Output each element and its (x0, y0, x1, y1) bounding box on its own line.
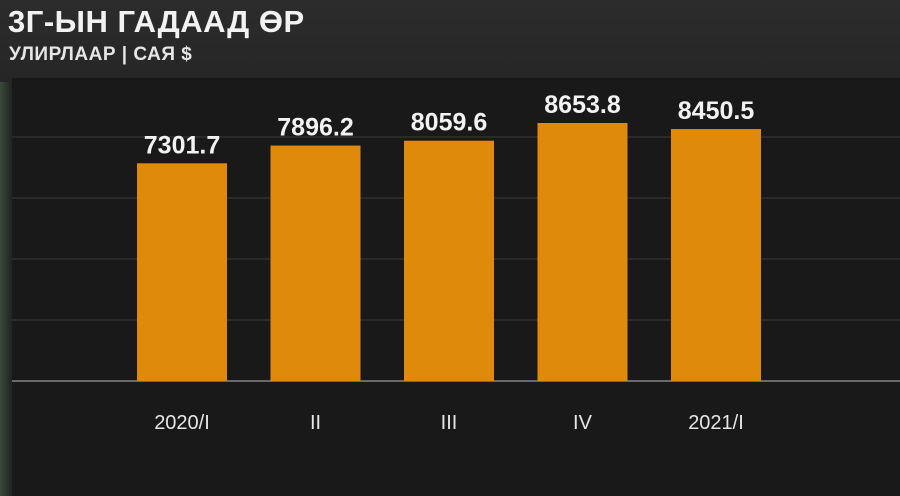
x-tick-label: 2021/I (688, 412, 744, 434)
x-tick-label: 2020/I (154, 412, 210, 434)
x-tick-labels: 2020/I II III IV 2021/I (154, 412, 744, 434)
data-label: 7896.2 (277, 114, 353, 142)
x-tick-label: III (441, 412, 458, 434)
x-tick-label: II (310, 412, 321, 434)
data-label: 8450.5 (678, 97, 755, 125)
bar (404, 140, 494, 381)
header-band (0, 0, 900, 80)
x-tick-label: IV (573, 412, 593, 434)
bar (270, 145, 361, 381)
bars (137, 123, 761, 381)
data-label: 8653.8 (544, 91, 621, 119)
bar (137, 163, 227, 381)
left-edge-strip (0, 82, 12, 496)
bar (537, 123, 628, 381)
chart-subtitle: УЛИРЛААР | САЯ $ (9, 44, 193, 65)
chart-title: 3Г-ЫН ГАДААД ӨР (8, 4, 305, 39)
data-label: 7301.7 (144, 131, 220, 159)
data-label: 8059.6 (411, 109, 487, 137)
bar (671, 129, 761, 381)
data-labels: 7301.7 7896.2 8059.6 8653.8 8450.5 (144, 91, 755, 159)
